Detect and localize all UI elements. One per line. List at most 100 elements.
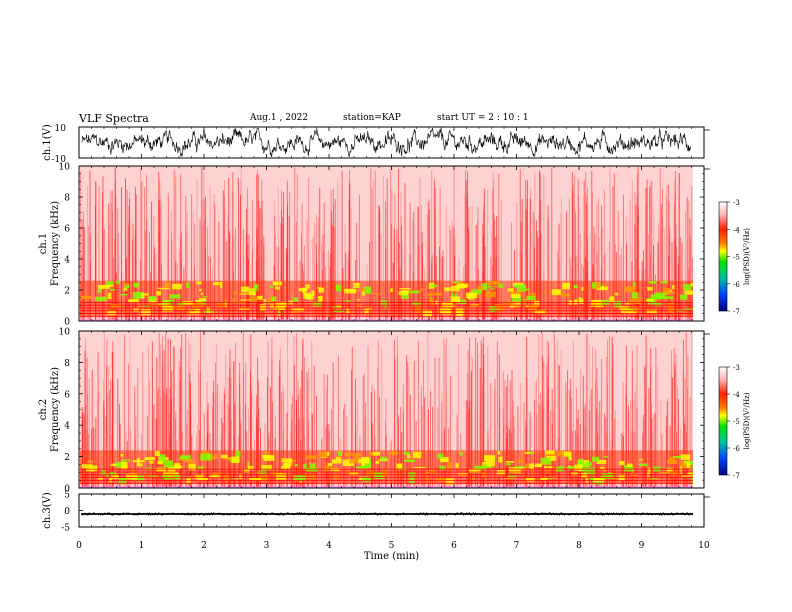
ch1-spectrogram-band-speck	[646, 309, 657, 314]
ch1-spectrogram-band-speck	[139, 305, 151, 307]
ch1-spectrogram-no-data	[693, 166, 704, 321]
ch1-spectrogram-band-speck	[544, 289, 547, 294]
ch2-spectrogram-band-speck	[545, 454, 556, 457]
ch2-spectrogram-band-speck	[154, 450, 160, 457]
x-tick-label: 8	[576, 541, 582, 551]
ch2-spectrogram-band-speck	[120, 454, 123, 457]
ch2-spectrogram-band-speck	[377, 472, 385, 479]
ch2-spectrogram-band-speck	[233, 478, 239, 480]
ch1-spectrogram-band-speck	[562, 282, 570, 290]
ch1-spectrogram-band-speck	[110, 288, 115, 291]
ch2-spectrogram-band-speck	[121, 459, 131, 462]
x-axis-label: Time (min)	[364, 551, 419, 562]
ch2-spectrogram-band-speck	[647, 467, 651, 474]
ch2-spectrogram-band-speck	[638, 459, 644, 461]
ch2-spectrogram-colorbar-tick-label: -4	[733, 391, 740, 399]
ch2-spectrogram-band-speck	[589, 476, 595, 481]
ch1-spectrogram-band-speck	[162, 299, 175, 302]
ch1-spectrogram-band-speck	[534, 309, 545, 314]
ch2-spectrogram-ytick-label: 4	[64, 422, 70, 432]
ch2-spectrogram-band-speck	[145, 467, 153, 470]
ch2-spectrogram-band-speck	[82, 464, 93, 469]
ch1-spectrogram-band-speck	[456, 284, 465, 289]
ch1-spectrogram-band-speck	[195, 300, 202, 304]
ch1-spectrogram-band-speck	[302, 287, 306, 293]
ch2-spectrogram-colorbar-label: log(PSD)(V²/Hz)	[743, 392, 751, 449]
ch2-spectrogram-band-speck	[436, 477, 445, 482]
ch2-spectrogram-band-speck	[338, 450, 342, 456]
ch2-spectrogram-band-speck	[261, 464, 272, 470]
ch1-spectrogram-ytick-label: 8	[64, 194, 70, 204]
ch1-spectrogram-band-speck	[141, 293, 149, 296]
ch2-spectrogram-band-speck	[679, 466, 682, 474]
ch1-spectrogram-band-speck	[647, 287, 653, 291]
ch2-spectrogram-band-speck	[426, 476, 429, 483]
ch1-spectrogram-band-speck	[196, 281, 202, 285]
ch1-spectrogram-band-speck	[124, 284, 130, 289]
ch1-spectrogram-band-speck	[401, 291, 409, 299]
x-tick-label: 10	[698, 541, 710, 551]
ch1-spectrogram-band-speck	[107, 292, 112, 299]
ch1-spectrogram-band-speck	[345, 300, 351, 303]
ch1-spectrogram-band-speck	[525, 288, 530, 291]
ch2-spectrogram-band-speck	[679, 462, 692, 469]
ch2-spectrogram-band-speck	[574, 464, 583, 471]
ch1-spectrogram-band-speck	[270, 285, 273, 288]
ch1-spectrogram-band-speck	[292, 307, 305, 312]
ch2-spectrogram-band-speck	[407, 454, 411, 459]
ch2-spectrogram-band-speck	[118, 477, 127, 485]
ch1-spectrogram-band-speck	[451, 281, 460, 283]
x-tick-label: 9	[639, 541, 645, 551]
ch1-spectrogram-band-speck	[628, 308, 637, 314]
ch2-spectrogram-band-speck	[369, 451, 373, 456]
ch2-spectrogram-band-speck	[336, 456, 341, 460]
ch2-spectrogram-band-speck	[571, 472, 578, 476]
ch2-spectrogram-band-speck	[356, 466, 368, 470]
ch1-spectrogram-band-speck	[627, 307, 637, 310]
station-label: station=KAP	[343, 113, 401, 123]
ch1-spectrogram-band-speck	[680, 294, 688, 300]
ch2-spectrogram-band-speck	[686, 461, 697, 465]
ch1-spectrogram-band-speck	[365, 307, 372, 310]
ch1-spectrogram-band-speck	[526, 295, 536, 301]
ch2-spectrogram-band-speck	[372, 451, 380, 456]
ch2-spectrogram-band-speck	[94, 470, 98, 472]
ch1-spectrogram-band-speck	[106, 281, 114, 286]
ch1-spectrogram-band-speck	[683, 284, 691, 291]
ch1-spectrogram-band-speck	[233, 291, 237, 295]
ch2-spectrogram-band-speck	[174, 463, 181, 470]
ch1-spectrogram-band-speck	[335, 284, 342, 292]
ch2-spectrogram-band-speck	[197, 466, 204, 470]
ch1-spectrogram-band-speck	[257, 295, 263, 300]
ch2-spectrogram-band-speck	[200, 453, 211, 461]
ch3-ytick-label: -5	[61, 524, 70, 534]
ch1-spectrogram-band-speck	[690, 282, 694, 287]
ch2-spectrogram-band-speck	[506, 461, 514, 463]
ch1-spectrogram-band-speck	[271, 296, 277, 301]
ch2-spectrogram-band-speck	[498, 456, 503, 463]
ch2-spectrogram-band-speck	[163, 460, 173, 468]
ch2-spectrogram-band-speck	[157, 460, 163, 465]
ch1-spectrogram-band-speck	[512, 295, 522, 302]
start-time-label: start UT = 2 : 10 : 1	[437, 113, 529, 123]
x-tick-label: 7	[514, 541, 520, 551]
ch1-spectrogram-band-speck	[574, 284, 578, 289]
ch2-spectrogram-band-speck	[178, 466, 183, 468]
ch2-spectrogram-band-speck	[275, 473, 287, 480]
ch1-spectrogram-band-speck	[581, 287, 584, 291]
ch2-spectrogram-band-speck	[585, 462, 592, 467]
ch2-spectrogram-band-speck	[471, 476, 475, 480]
ch1-spectrogram-band-speck	[578, 297, 582, 302]
ch2-spectrogram-band-speck	[445, 478, 454, 485]
ch1-spectrogram-band-speck	[655, 294, 662, 300]
x-tick-label: 2	[201, 541, 207, 551]
ch2-spectrogram-band-speck	[413, 466, 425, 469]
ch1-spectrogram-band-speck	[496, 308, 500, 311]
ch2-spectrogram-band-speck	[131, 469, 136, 474]
ch1-spectrogram-band-speck	[444, 287, 451, 292]
ch3-panel-frame	[78, 493, 705, 528]
ch2-spectrogram-band-speck	[361, 476, 371, 482]
ch2-spectrogram-band-speck	[375, 460, 380, 464]
ch2-spectrogram-band-speck	[680, 454, 691, 461]
x-tick-label: 4	[326, 541, 332, 551]
